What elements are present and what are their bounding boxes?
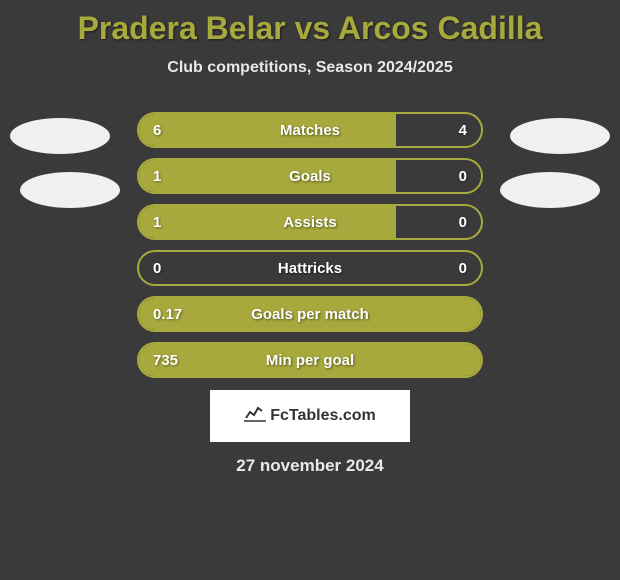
comparison-subtitle: Club competitions, Season 2024/2025 xyxy=(0,59,620,77)
stat-value-left: 1 xyxy=(153,214,161,231)
stat-label: Assists xyxy=(283,214,336,231)
stat-row-min-per-goal: 735 Min per goal xyxy=(137,342,483,378)
stat-fill-left xyxy=(139,160,396,192)
stat-value-left: 735 xyxy=(153,352,178,369)
stat-fill-left xyxy=(139,114,396,146)
stat-value-left: 0.17 xyxy=(153,306,182,323)
stat-label: Hattricks xyxy=(278,260,342,277)
stat-value-right: 0 xyxy=(459,168,467,185)
stat-label: Matches xyxy=(280,122,340,139)
stat-row-goals: 1 Goals 0 xyxy=(137,158,483,194)
stat-label: Min per goal xyxy=(266,352,354,369)
player-right-avatar-1 xyxy=(510,118,610,154)
stat-value-right: 4 xyxy=(459,122,467,139)
stat-value-left: 0 xyxy=(153,260,161,277)
stat-row-hattricks: 0 Hattricks 0 xyxy=(137,250,483,286)
stat-value-left: 6 xyxy=(153,122,161,139)
stat-value-right: 0 xyxy=(459,214,467,231)
footer-date: 27 november 2024 xyxy=(0,456,620,476)
footer-brand-inner: FcTables.com xyxy=(244,404,376,428)
comparison-title: Pradera Belar vs Arcos Cadilla xyxy=(0,0,620,47)
stat-label: Goals per match xyxy=(251,306,369,323)
stat-value-left: 1 xyxy=(153,168,161,185)
player-left-avatar-2 xyxy=(20,172,120,208)
player-right-avatar-2 xyxy=(500,172,600,208)
stat-fill-left xyxy=(139,206,396,238)
player-left-avatar-1 xyxy=(10,118,110,154)
stat-row-assists: 1 Assists 0 xyxy=(137,204,483,240)
footer-brand-text: FcTables.com xyxy=(270,407,376,425)
stat-label: Goals xyxy=(289,168,331,185)
stat-row-matches: 6 Matches 4 xyxy=(137,112,483,148)
stats-container: 6 Matches 4 1 Goals 0 1 Assists 0 0 Hatt… xyxy=(0,112,620,378)
footer-brand-badge[interactable]: FcTables.com xyxy=(210,390,410,442)
stat-row-goals-per-match: 0.17 Goals per match xyxy=(137,296,483,332)
stat-value-right: 0 xyxy=(459,260,467,277)
chart-icon xyxy=(244,404,266,428)
